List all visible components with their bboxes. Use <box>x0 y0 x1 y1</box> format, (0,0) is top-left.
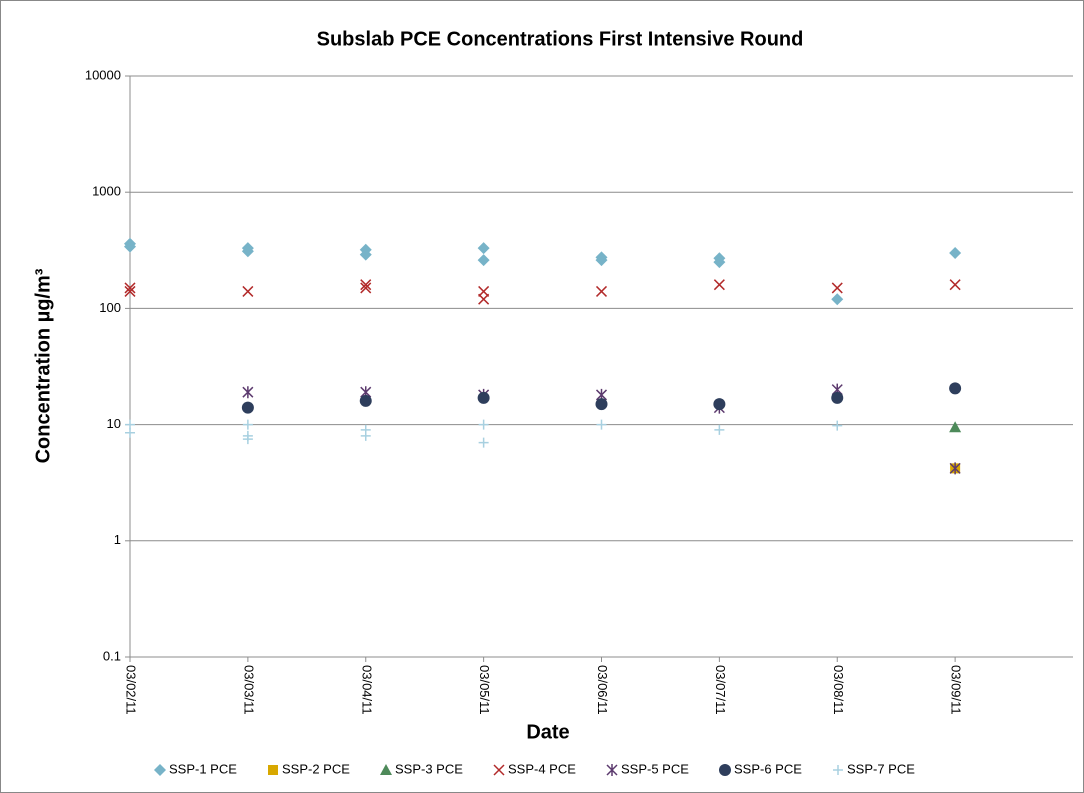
point <box>360 279 372 291</box>
point <box>596 419 607 430</box>
legend-label: SSP-2 PCE <box>282 761 350 776</box>
point <box>713 256 726 269</box>
legend-marker <box>719 764 731 776</box>
point <box>241 401 254 414</box>
point <box>949 421 962 433</box>
point <box>124 285 136 297</box>
point <box>241 245 254 258</box>
point <box>242 434 253 445</box>
point <box>713 398 726 411</box>
legend-marker <box>154 764 166 776</box>
point <box>360 282 372 294</box>
legend-label: SSP-3 PCE <box>395 761 463 776</box>
point <box>595 285 608 297</box>
point <box>831 282 843 294</box>
point <box>242 419 253 430</box>
point <box>359 248 372 261</box>
y-tick-label: 1000 <box>92 184 121 199</box>
point <box>242 285 254 297</box>
legend-label: SSP-6 PCE <box>734 761 802 776</box>
x-axis-label: Date <box>526 721 569 743</box>
point <box>478 419 489 430</box>
legend-label: SSP-1 PCE <box>169 761 237 776</box>
x-tick-label: 03/08/11 <box>831 665 846 715</box>
x-tick-label: 03/07/11 <box>713 665 728 715</box>
legend-marker <box>380 764 392 775</box>
y-tick-label: 10 <box>107 416 121 431</box>
y-tick-label: 10000 <box>85 67 121 82</box>
point <box>714 424 725 435</box>
point <box>478 285 490 297</box>
point <box>124 240 136 253</box>
point <box>477 242 490 255</box>
legend-label: SSP-7 PCE <box>847 761 915 776</box>
point <box>949 279 961 291</box>
point <box>360 430 371 441</box>
point <box>832 420 843 431</box>
legend-label: SSP-4 PCE <box>508 761 576 776</box>
point <box>242 386 254 399</box>
x-tick-label: 03/04/11 <box>359 665 374 715</box>
point <box>359 394 372 407</box>
legend-marker <box>833 765 843 775</box>
point <box>713 279 725 291</box>
point <box>831 293 844 306</box>
chart-title: Subslab PCE Concentrations First Intensi… <box>317 28 804 50</box>
point <box>595 398 608 411</box>
x-tick-label: 03/06/11 <box>595 665 610 715</box>
x-tick-label: 03/05/11 <box>477 665 492 715</box>
point <box>477 391 490 404</box>
point <box>595 254 608 267</box>
x-tick-label: 03/02/11 <box>124 665 139 715</box>
point <box>478 437 489 448</box>
x-tick-label: 03/09/11 <box>949 665 964 715</box>
point <box>949 462 961 475</box>
point <box>477 254 490 267</box>
y-tick-label: 100 <box>99 300 121 315</box>
x-tick-label: 03/03/11 <box>241 665 256 715</box>
point <box>949 382 962 395</box>
point <box>124 282 136 294</box>
point <box>125 427 135 438</box>
y-tick-label: 0.1 <box>103 648 121 663</box>
legend-marker <box>606 764 618 776</box>
legend-label: SSP-5 PCE <box>621 761 689 776</box>
point <box>478 293 490 305</box>
y-axis-label: Concentration µg/m³ <box>32 268 54 463</box>
legend-marker <box>268 765 278 775</box>
y-tick-label: 1 <box>114 532 121 547</box>
legend-marker <box>493 764 505 776</box>
point <box>949 246 962 259</box>
point <box>831 391 844 404</box>
